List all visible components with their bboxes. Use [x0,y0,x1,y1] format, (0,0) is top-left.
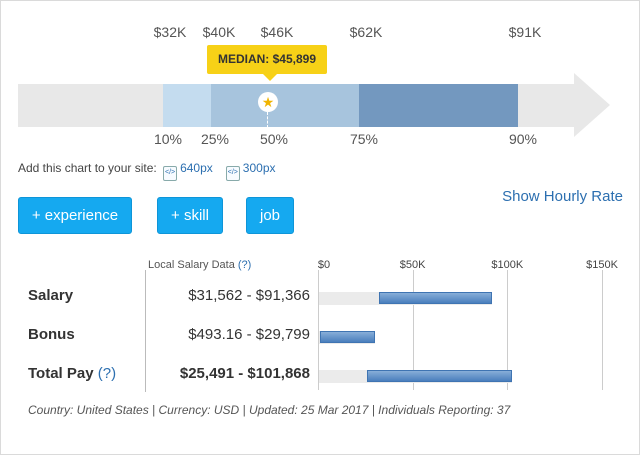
axis-gridline [507,270,509,390]
p25-value: $40K [202,24,236,40]
p50-label: 50% [259,131,289,147]
local-salary-header: Local Salary Data (?) [148,259,252,271]
p75-label: 75% [349,131,379,147]
salary-range: $31,562 - $91,366 [188,287,310,304]
band-10-25 [163,84,211,127]
bonus-row-label: Bonus [28,326,75,343]
bonus-range: $493.16 - $29,799 [188,326,310,343]
embed-code-icon[interactable]: </> [163,166,178,181]
p50-value: $46K [260,24,294,40]
p10-value: $32K [153,24,187,40]
show-hourly-rate-link[interactable]: Show Hourly Rate [502,188,623,205]
p25-label: 25% [200,131,230,147]
p75-value: $62K [349,24,383,40]
table-divider [145,270,146,392]
star-icon: ★ [258,92,278,112]
embed-prompt: Add this chart to your site: [18,161,157,175]
band-25-75 [211,84,359,127]
data-footnote: Country: United States | Currency: USD |… [28,403,511,417]
median-marker-line [267,112,268,128]
embed-code-icon[interactable]: </> [225,166,240,181]
add-experience-button[interactable]: + experience [18,197,132,234]
p90-value: $91K [508,24,542,40]
total-pay-row-label: Total Pay (?) [28,365,117,382]
axis-gridline [318,270,319,390]
median-tooltip: MEDIAN: $45,899 [207,45,327,81]
embed-chart-row: Add this chart to your site: </> 640px </… [18,161,276,181]
salary-row-label: Salary [28,287,74,304]
embed-640-link[interactable]: 640px [180,161,213,175]
axis-tick-label: $150K [586,259,618,271]
range-bar [378,292,492,304]
range-bar [319,331,376,343]
axis-tick-label: $0 [317,259,331,271]
axis-tick-label: $100K [491,259,524,271]
total-pay-range: $25,491 - $101,868 [179,365,310,382]
p10-label: 10% [153,131,183,147]
add-skill-button[interactable]: + skill [157,197,223,234]
axis-gridline [412,270,414,390]
band-75-90 [359,84,518,127]
axis-tick-label: $50K [399,259,426,271]
embed-300-link[interactable]: 300px [242,161,276,175]
salary-help-link[interactable]: (?) [237,259,252,271]
total-pay-help-link[interactable]: (?) [97,365,117,382]
p90-label: 90% [508,131,538,147]
axis-gridline [602,270,603,390]
range-bar [367,370,512,382]
job-button[interactable]: job [246,197,294,234]
